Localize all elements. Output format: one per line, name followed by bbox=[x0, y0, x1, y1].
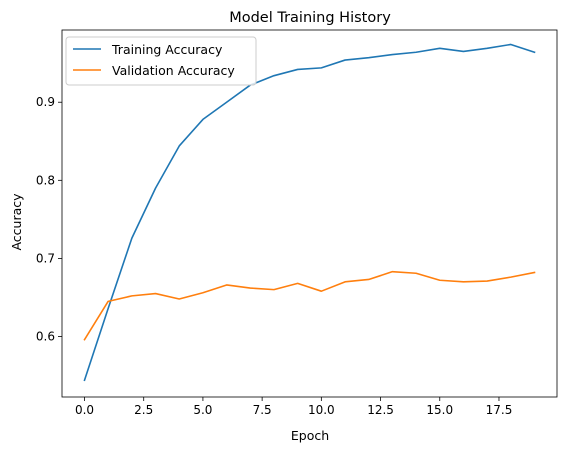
y-tick-label: 0.7 bbox=[36, 251, 55, 265]
x-tick-label: 0.0 bbox=[75, 403, 94, 417]
x-tick-label: 7.5 bbox=[253, 403, 272, 417]
legend-training-label: Training Accuracy bbox=[111, 42, 223, 57]
y-axis-label: Accuracy bbox=[9, 193, 24, 251]
x-tick-label: 5.0 bbox=[193, 403, 212, 417]
y-axis-ticks: 0.6 0.7 0.8 0.9 bbox=[36, 95, 62, 343]
y-tick-label: 0.9 bbox=[36, 95, 55, 109]
x-tick-label: 2.5 bbox=[134, 403, 153, 417]
x-tick-label: 15.0 bbox=[426, 403, 453, 417]
y-tick-label: 0.8 bbox=[36, 173, 55, 187]
x-axis-ticks: 0.0 2.5 5.0 7.5 10.0 12.5 15.0 17.5 bbox=[75, 397, 512, 417]
legend-validation-label: Validation Accuracy bbox=[112, 63, 235, 78]
x-tick-label: 10.0 bbox=[308, 403, 335, 417]
plot-area-frame bbox=[61, 29, 558, 398]
x-tick-label: 17.5 bbox=[486, 403, 513, 417]
legend: Training Accuracy Validation Accuracy bbox=[65, 36, 257, 86]
series-line-0 bbox=[83, 43, 536, 382]
x-tick-label: 12.5 bbox=[367, 403, 394, 417]
x-axis-label: Epoch bbox=[291, 428, 329, 443]
legend-box bbox=[65, 36, 257, 86]
series-line-1 bbox=[83, 270, 536, 341]
y-tick-label: 0.6 bbox=[36, 329, 55, 343]
chart-title: Model Training History bbox=[229, 10, 391, 26]
plot-lines bbox=[83, 43, 536, 382]
